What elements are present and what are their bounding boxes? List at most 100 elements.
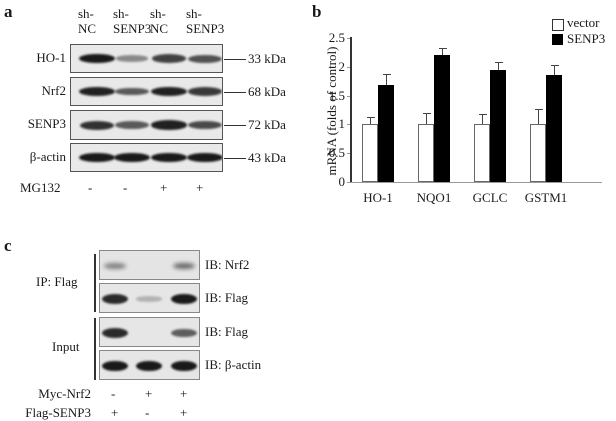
lane-header-line2: NC xyxy=(78,21,97,36)
blot-row-label: HO-1 xyxy=(36,49,66,65)
treatment-value: + xyxy=(145,386,153,401)
y-tick-mark xyxy=(347,95,350,97)
bar-senp3 xyxy=(378,84,394,182)
lane-header-line1: sh- xyxy=(186,6,202,21)
error-bar-cap xyxy=(495,62,503,64)
protein-band xyxy=(171,328,197,338)
bar-vector xyxy=(418,124,434,182)
y-tick-label: 1.5 xyxy=(328,87,345,103)
marker-tick xyxy=(224,125,246,126)
treatment-label: Myc-Nrf2 xyxy=(38,386,91,401)
marker-tick xyxy=(224,157,246,159)
protein-band xyxy=(188,120,222,130)
bar-senp3 xyxy=(434,55,450,182)
panel-a-letter: a xyxy=(4,2,13,21)
mg132-value: + xyxy=(160,180,168,195)
lane-header-line1: sh- xyxy=(113,6,129,21)
error-bar xyxy=(386,74,387,85)
input-label: Input xyxy=(52,339,80,354)
treatment-value: + xyxy=(111,405,119,420)
protein-band xyxy=(151,86,187,97)
lane-header-line2: SENP3 xyxy=(113,21,152,36)
x-category-label: NQO1 xyxy=(416,190,452,205)
input-bracket xyxy=(94,318,96,380)
x-category-label: GCLC xyxy=(472,190,508,205)
protein-band xyxy=(136,360,162,372)
error-bar xyxy=(442,48,443,56)
y-tick-label: 2.5 xyxy=(328,30,345,45)
y-tick-mark xyxy=(347,38,350,39)
mg132-value: + xyxy=(196,180,204,195)
y-tick-mark xyxy=(347,66,350,68)
lane-header-line2: NC xyxy=(150,21,169,36)
protein-band xyxy=(115,87,149,96)
protein-band xyxy=(171,293,197,305)
error-bar xyxy=(370,117,371,125)
protein-band xyxy=(116,55,148,62)
error-bar-cap xyxy=(551,65,559,67)
error-bar-cap xyxy=(383,74,391,76)
ip-flag-label: IP: Flag xyxy=(36,274,78,289)
protein-band xyxy=(187,87,222,96)
lane-header-line2: SENP3 xyxy=(186,21,225,36)
blot-row-label: Nrf2 xyxy=(41,82,66,98)
protein-band xyxy=(151,54,187,63)
molecular-weight-label: 72 kDa xyxy=(248,117,286,132)
error-bar-cap xyxy=(479,114,487,116)
mg132-label: MG132 xyxy=(20,180,61,195)
protein-band xyxy=(79,53,115,64)
legend-swatch-vector xyxy=(552,19,564,31)
protein-band xyxy=(115,121,149,129)
treatment-value: - xyxy=(145,405,150,420)
protein-band xyxy=(102,293,128,305)
y-tick-mark xyxy=(347,153,350,155)
blot-row-label: SENP3 xyxy=(27,116,66,131)
panel-c-letter: c xyxy=(4,236,12,255)
y-tick-label: 1 xyxy=(338,116,346,132)
x-category-label: HO-1 xyxy=(363,190,393,205)
ib-label: IB: Nrf2 xyxy=(205,257,250,272)
mg132-value: - xyxy=(123,180,128,195)
western-blot-strip xyxy=(70,44,223,73)
treatment-value: + xyxy=(180,386,188,401)
treatment-label: Flag-SENP3 xyxy=(25,405,91,420)
co-ip-blot-strip xyxy=(99,317,200,347)
western-blot-strip xyxy=(70,143,223,172)
marker-tick xyxy=(224,91,246,93)
x-axis-line xyxy=(350,182,602,183)
y-axis-label: mRNA (folds of control) xyxy=(324,46,339,176)
protein-band xyxy=(102,360,128,372)
western-blot-strip xyxy=(70,110,223,140)
bar-senp3 xyxy=(490,70,506,182)
protein-band xyxy=(171,360,197,372)
ib-label: IB: Flag xyxy=(205,290,248,305)
co-ip-blot-strip xyxy=(99,350,200,380)
x-category-label: GSTM1 xyxy=(524,190,568,205)
molecular-weight-label: 33 kDa xyxy=(248,50,286,66)
protein-band xyxy=(102,327,128,339)
co-ip-blot-strip xyxy=(99,283,200,313)
legend-label-senp3: SENP3 xyxy=(567,31,606,46)
protein-band xyxy=(114,152,150,163)
protein-band xyxy=(187,152,222,163)
co-ip-blot-strip xyxy=(99,250,200,280)
y-tick-mark xyxy=(347,182,350,183)
blot-row-label: β-actin xyxy=(29,148,66,164)
protein-band xyxy=(79,120,115,130)
y-axis-line xyxy=(350,37,352,183)
bar-vector xyxy=(474,124,490,182)
error-bar xyxy=(498,62,499,71)
treatment-value: + xyxy=(180,405,188,420)
panel-b-letter: b xyxy=(312,2,322,21)
legend-label-vector: vector xyxy=(567,15,600,30)
protein-band xyxy=(151,120,187,130)
protein-band xyxy=(79,152,115,163)
error-bar xyxy=(426,112,427,125)
lane-header-line1: sh- xyxy=(78,6,94,21)
y-tick-label: 0 xyxy=(338,174,346,189)
y-tick-label: 2 xyxy=(338,58,346,74)
error-bar xyxy=(538,108,539,125)
western-blot-strip xyxy=(70,77,223,106)
ib-label: IB: β-actin xyxy=(205,357,262,372)
ib-label: IB: Flag xyxy=(205,324,248,339)
